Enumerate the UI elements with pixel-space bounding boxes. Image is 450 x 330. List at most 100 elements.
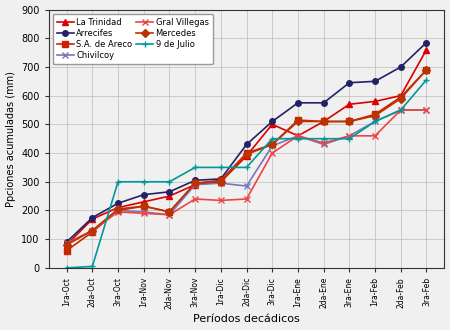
Chivilcoy	[424, 108, 429, 112]
Legend: La Trinidad, Arrecifes, S.A. de Areco, Chivilcoy, Gral Villegas, Mercedes, 9 de : La Trinidad, Arrecifes, S.A. de Areco, C…	[53, 14, 213, 64]
La Trinidad	[398, 94, 404, 98]
Mercedes	[372, 114, 378, 118]
Line: S.A. de Areco: S.A. de Areco	[64, 67, 429, 253]
La Trinidad	[90, 217, 95, 221]
Arrecifes	[270, 119, 275, 123]
Arrecifes	[398, 65, 404, 69]
Gral Villegas	[372, 134, 378, 138]
9 de Julio	[115, 180, 121, 184]
Y-axis label: Ppciones acumuladas (mm): Ppciones acumuladas (mm)	[5, 71, 16, 207]
Line: Mercedes: Mercedes	[64, 67, 429, 248]
Arrecifes	[90, 216, 95, 220]
S.A. de Areco	[141, 204, 146, 208]
Gral Villegas	[64, 242, 69, 246]
9 de Julio	[372, 119, 378, 123]
Gral Villegas	[270, 151, 275, 155]
S.A. de Areco	[270, 143, 275, 147]
9 de Julio	[218, 165, 224, 169]
La Trinidad	[270, 122, 275, 126]
9 de Julio	[141, 180, 146, 184]
Arrecifes	[244, 143, 249, 147]
9 de Julio	[90, 264, 95, 268]
9 de Julio	[346, 137, 352, 141]
Chivilcoy	[218, 181, 224, 185]
Mercedes	[167, 210, 172, 214]
S.A. de Areco	[321, 119, 326, 123]
Gral Villegas	[244, 197, 249, 201]
Gral Villegas	[218, 198, 224, 202]
Chivilcoy	[346, 134, 352, 138]
Mercedes	[270, 143, 275, 147]
Mercedes	[64, 243, 69, 247]
Chivilcoy	[295, 134, 301, 138]
S.A. de Areco	[115, 209, 121, 213]
S.A. de Areco	[218, 178, 224, 182]
La Trinidad	[218, 180, 224, 184]
La Trinidad	[193, 182, 198, 186]
9 de Julio	[244, 165, 249, 169]
Chivilcoy	[90, 229, 95, 233]
Chivilcoy	[321, 143, 326, 147]
Chivilcoy	[398, 108, 404, 112]
Chivilcoy	[193, 182, 198, 186]
Mercedes	[218, 180, 224, 184]
Gral Villegas	[424, 108, 429, 112]
Arrecifes	[193, 178, 198, 182]
Mercedes	[244, 152, 249, 156]
Gral Villegas	[398, 108, 404, 112]
Gral Villegas	[193, 197, 198, 201]
Gral Villegas	[321, 141, 326, 145]
La Trinidad	[424, 48, 429, 52]
Gral Villegas	[141, 211, 146, 215]
Chivilcoy	[372, 119, 378, 123]
9 de Julio	[398, 108, 404, 112]
S.A. de Areco	[398, 95, 404, 99]
9 de Julio	[270, 137, 275, 141]
Line: Arrecifes: Arrecifes	[64, 40, 429, 245]
Arrecifes	[295, 101, 301, 105]
La Trinidad	[372, 99, 378, 103]
S.A. de Areco	[346, 119, 352, 123]
Arrecifes	[321, 101, 326, 105]
S.A. de Areco	[295, 118, 301, 122]
Gral Villegas	[295, 134, 301, 138]
9 de Julio	[321, 137, 326, 141]
9 de Julio	[64, 266, 69, 270]
Line: Chivilcoy: Chivilcoy	[64, 107, 429, 246]
Mercedes	[115, 207, 121, 211]
Chivilcoy	[244, 184, 249, 188]
La Trinidad	[244, 154, 249, 158]
S.A. de Areco	[90, 230, 95, 234]
Mercedes	[346, 119, 352, 123]
Chivilcoy	[115, 209, 121, 213]
La Trinidad	[321, 119, 326, 123]
Line: La Trinidad: La Trinidad	[64, 47, 429, 248]
S.A. de Areco	[424, 68, 429, 72]
Arrecifes	[115, 201, 121, 205]
La Trinidad	[141, 200, 146, 204]
Mercedes	[398, 97, 404, 101]
Mercedes	[321, 119, 326, 123]
Chivilcoy	[141, 210, 146, 214]
Arrecifes	[372, 79, 378, 83]
Gral Villegas	[346, 134, 352, 138]
9 de Julio	[167, 180, 172, 184]
La Trinidad	[167, 194, 172, 198]
Mercedes	[193, 181, 198, 185]
S.A. de Areco	[193, 181, 198, 185]
Arrecifes	[141, 193, 146, 197]
S.A. de Areco	[167, 210, 172, 214]
Arrecifes	[424, 41, 429, 45]
Arrecifes	[167, 190, 172, 194]
S.A. de Areco	[372, 112, 378, 116]
Line: 9 de Julio: 9 de Julio	[64, 77, 429, 271]
La Trinidad	[295, 134, 301, 138]
Gral Villegas	[167, 213, 172, 217]
S.A. de Areco	[244, 151, 249, 155]
S.A. de Areco	[64, 249, 69, 253]
Chivilcoy	[64, 242, 69, 246]
9 de Julio	[193, 165, 198, 169]
Gral Villegas	[90, 229, 95, 233]
Line: Gral Villegas: Gral Villegas	[64, 107, 429, 246]
Chivilcoy	[167, 213, 172, 217]
